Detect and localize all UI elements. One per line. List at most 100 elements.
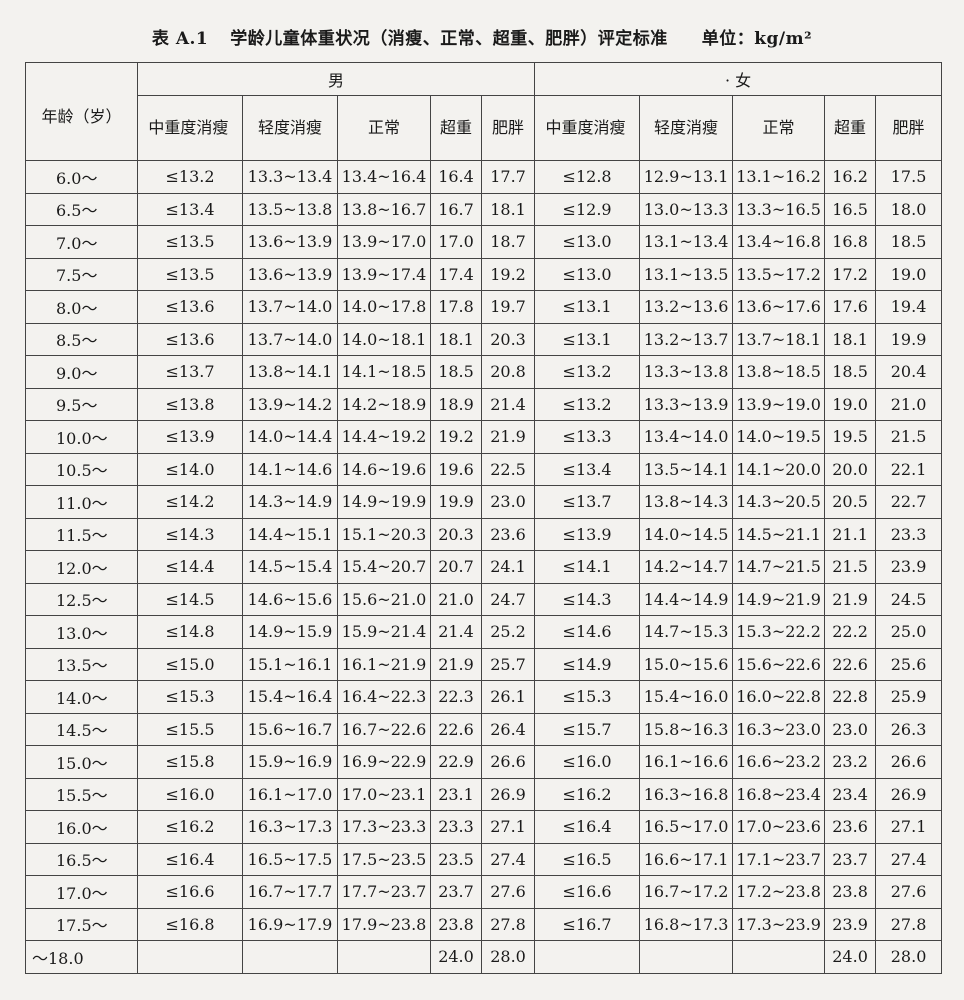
male-value-cell: 17.9~23.8 [337, 907, 431, 941]
female-col-normal: 正常 [732, 95, 826, 161]
female-value-cell: 16.1~16.6 [639, 745, 734, 779]
male-value-cell: 27.4 [480, 842, 536, 876]
female-value-cell: 14.9~21.9 [732, 582, 826, 616]
female-value-cell: 17.2~23.8 [732, 875, 826, 909]
male-value-cell: ≤13.7 [137, 355, 243, 389]
age-cell: 15.5～ [25, 777, 138, 811]
male-value-cell: 22.9 [430, 745, 482, 779]
male-value-cell: 25.2 [480, 615, 536, 649]
female-value-cell: 16.8~23.4 [732, 777, 826, 811]
male-value-cell: 22.5 [480, 452, 536, 486]
male-value-cell: 26.1 [480, 680, 536, 714]
male-value-cell: ≤13.2 [137, 160, 243, 194]
female-value-cell: 22.2 [824, 615, 877, 649]
age-cell: 17.0～ [25, 875, 138, 909]
male-value-cell: 27.1 [480, 810, 536, 844]
male-value-cell: ≤15.5 [137, 712, 243, 746]
female-value-cell: 15.0~15.6 [639, 647, 734, 681]
female-col-obese: 肥胖 [875, 95, 943, 161]
male-value-cell: 13.7~14.0 [242, 290, 338, 324]
female-value-cell: 13.4~16.8 [732, 225, 826, 259]
male-value-cell: ≤13.6 [137, 290, 243, 324]
female-col-mild-thin: 轻度消瘦 [639, 95, 734, 161]
female-value-cell: ≤16.6 [534, 875, 641, 909]
female-value-cell: 17.1~23.7 [732, 842, 826, 876]
male-value-cell: 13.5~13.8 [242, 192, 338, 226]
male-value-cell: 14.0~18.1 [337, 322, 431, 356]
female-value-cell: 21.5 [824, 550, 877, 584]
male-value-cell: 14.4~15.1 [242, 517, 338, 551]
female-value-cell: ≤13.0 [534, 225, 641, 259]
female-value-cell: 22.8 [824, 680, 877, 714]
male-value-cell: 23.8 [430, 907, 482, 941]
male-value-cell: 27.6 [480, 875, 536, 909]
male-value-cell: 13.8~14.1 [242, 355, 338, 389]
male-col-overweight: 超重 [430, 95, 482, 161]
female-value-cell: 16.0~22.8 [732, 680, 826, 714]
female-value-cell: 18.0 [875, 192, 943, 226]
female-value-cell: 23.3 [875, 517, 943, 551]
female-value-cell: 19.0 [824, 387, 877, 421]
female-value-cell: 13.2~13.7 [639, 322, 734, 356]
table-row: 9.5～ ≤13.8 13.9~14.2 14.2~18.9 18.9 21.4 ≤13.2… [25, 387, 943, 421]
female-value-cell: ≤14.6 [534, 615, 641, 649]
male-value-cell: 13.4~16.4 [337, 160, 431, 194]
male-value-cell: 27.8 [480, 907, 536, 941]
female-value-cell: ≤16.2 [534, 777, 641, 811]
male-value-cell: 19.2 [430, 420, 482, 454]
female-value-cell: 13.8~18.5 [732, 355, 826, 389]
age-cell: 10.5～ [25, 452, 138, 486]
age-header: 年龄（岁） [25, 62, 138, 161]
table-row: 12.5～ ≤14.5 14.6~15.6 15.6~21.0 21.0 24.7 ≤14.… [25, 582, 943, 616]
female-value-cell: ≤16.7 [534, 907, 641, 941]
male-value-cell: 15.9~16.9 [242, 745, 338, 779]
male-value-cell: 21.4 [430, 615, 482, 649]
male-value-cell: ≤14.2 [137, 485, 243, 519]
female-value-cell: 21.9 [824, 582, 877, 616]
male-value-cell: 13.7~14.0 [242, 322, 338, 356]
female-value-cell: 28.0 [875, 940, 943, 974]
female-value-cell: 16.3~16.8 [639, 777, 734, 811]
male-value-cell: 17.5~23.5 [337, 842, 431, 876]
table-row: 6.0～ ≤13.2 13.3~13.4 13.4~16.4 16.4 17.7 ≤12.8… [25, 160, 943, 194]
male-value-cell: ≤14.0 [137, 452, 243, 486]
female-value-cell: 16.2 [824, 160, 877, 194]
female-value-cell [639, 940, 734, 974]
female-value-cell: 14.2~14.7 [639, 550, 734, 584]
age-cell: 6.5～ [25, 192, 138, 226]
age-cell: 8.5～ [25, 322, 138, 356]
male-col-mild-thin: 轻度消瘦 [242, 95, 338, 161]
age-cell: 17.5～ [25, 907, 138, 941]
table-unit: 单位：kg/m² [701, 29, 813, 49]
female-value-cell: 13.9~19.0 [732, 387, 826, 421]
female-value-cell: ≤13.9 [534, 517, 641, 551]
table-row: 9.0～ ≤13.7 13.8~14.1 14.1~18.5 18.5 20.8 ≤13.2… [25, 355, 943, 389]
female-header: · 女 [534, 62, 943, 96]
female-value-cell: 17.6 [824, 290, 877, 324]
female-value-cell: 18.1 [824, 322, 877, 356]
female-value-cell: 13.0~13.3 [639, 192, 734, 226]
age-cell: 11.0～ [25, 485, 138, 519]
age-cell: 14.5～ [25, 712, 138, 746]
male-value-cell: 19.2 [480, 257, 536, 291]
female-value-cell: 22.7 [875, 485, 943, 519]
female-value-cell: 25.0 [875, 615, 943, 649]
table-row: ～18.0 24.0 28.0 24.0 28.0 [25, 940, 943, 974]
male-value-cell: ≤16.8 [137, 907, 243, 941]
female-value-cell: 13.4~14.0 [639, 420, 734, 454]
male-value-cell: 17.4 [430, 257, 482, 291]
female-value-cell: 23.0 [824, 712, 877, 746]
female-col-overweight: 超重 [824, 95, 877, 161]
table-row: 16.0～ ≤16.2 16.3~17.3 17.3~23.3 23.3 27.1 ≤16.… [25, 810, 943, 844]
age-cell: 9.0～ [25, 355, 138, 389]
female-value-cell: ≤13.3 [534, 420, 641, 454]
male-value-cell: 23.0 [480, 485, 536, 519]
female-value-cell: 12.9~13.1 [639, 160, 734, 194]
table-row: 11.5～ ≤14.3 14.4~15.1 15.1~20.3 20.3 23.6 ≤13.… [25, 517, 943, 551]
male-value-cell: 14.0~17.8 [337, 290, 431, 324]
female-value-cell: ≤13.2 [534, 355, 641, 389]
male-value-cell: ≤13.9 [137, 420, 243, 454]
female-value-cell: 14.0~19.5 [732, 420, 826, 454]
male-value-cell: ≤16.0 [137, 777, 243, 811]
male-value-cell: ≤13.6 [137, 322, 243, 356]
